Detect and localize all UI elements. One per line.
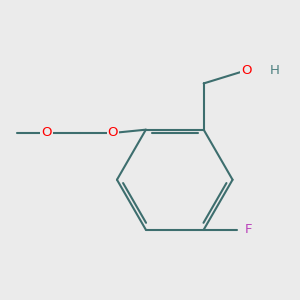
Text: H: H	[270, 64, 280, 77]
Text: O: O	[41, 127, 52, 140]
Text: O: O	[241, 64, 252, 77]
Text: O: O	[108, 127, 118, 140]
Text: F: F	[244, 223, 252, 236]
